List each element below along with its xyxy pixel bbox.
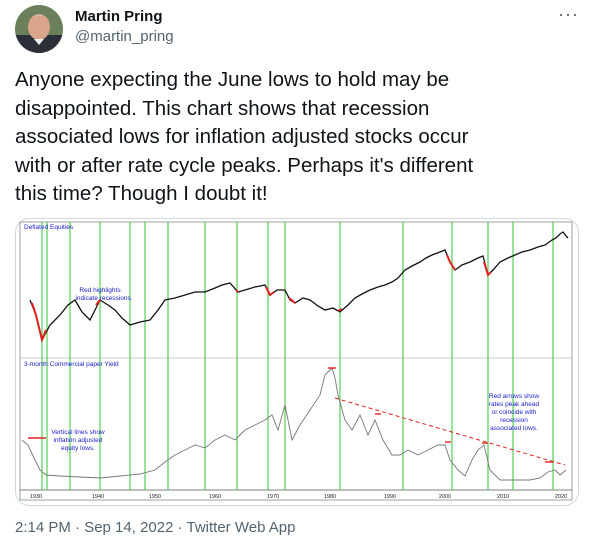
year-label: 1960 [209,494,221,500]
year-label: 2010 [497,494,509,500]
peak-arrows [28,367,553,463]
handle[interactable]: @martin_pring [75,28,174,45]
text-line: associated lows for inflation adjusted s… [15,125,469,148]
panel-title: Deflated Equities [24,224,74,231]
text-line: disappointed. This chart shows that rece… [15,96,430,120]
text-line: Anyone expecting the June lows to hold m… [15,68,450,91]
note-line: Red arrows show [489,393,540,400]
tweet-text: Anyone expecting the June lows to hold m… [15,66,585,209]
more-button[interactable]: ··· [558,4,579,24]
x-labels: 1930 1940 1950 1960 1970 1980 1990 2000 … [30,494,567,500]
note-line: rates peak ahead [489,401,540,408]
note-line: recession [500,417,528,424]
note-line: Red highlights [79,287,121,294]
year-label: 2000 [439,494,451,500]
year-label: 2020 [555,494,567,500]
note-line: associated lows. [490,425,538,432]
year-label: 1970 [267,494,279,500]
yield-curve [21,367,567,481]
note-line: or coincide with [492,409,537,416]
year-label: 1940 [92,494,104,500]
avatar[interactable] [15,5,63,53]
recession-highlights [31,254,492,344]
display-name[interactable]: Martin Pring [75,8,163,25]
note-line: inflation adjusted [54,437,103,444]
year-label: 1930 [30,494,42,500]
year-label: 1950 [149,494,161,500]
year-label: 1990 [384,494,396,500]
annotations: Deflated Equities Red highlights indicat… [24,224,540,452]
note-line: equity lows. [61,445,95,452]
text-line: this time? Though I doubt it! [15,182,268,205]
timestamp[interactable]: 2:14 PM · Sep 14, 2022 · Twitter Web App [15,519,296,536]
equity-curve [29,231,569,342]
panel-title: 3-month Commercial paper Yield [24,361,119,368]
chart-image[interactable]: Deflated Equities Red highlights indicat… [15,218,579,506]
note-line: Vertical lines show [51,429,105,436]
note-line: indicate recessions. [75,295,132,302]
year-label: 1980 [324,494,336,500]
text-line: with or after rate cycle peaks. Perhaps … [15,153,474,177]
